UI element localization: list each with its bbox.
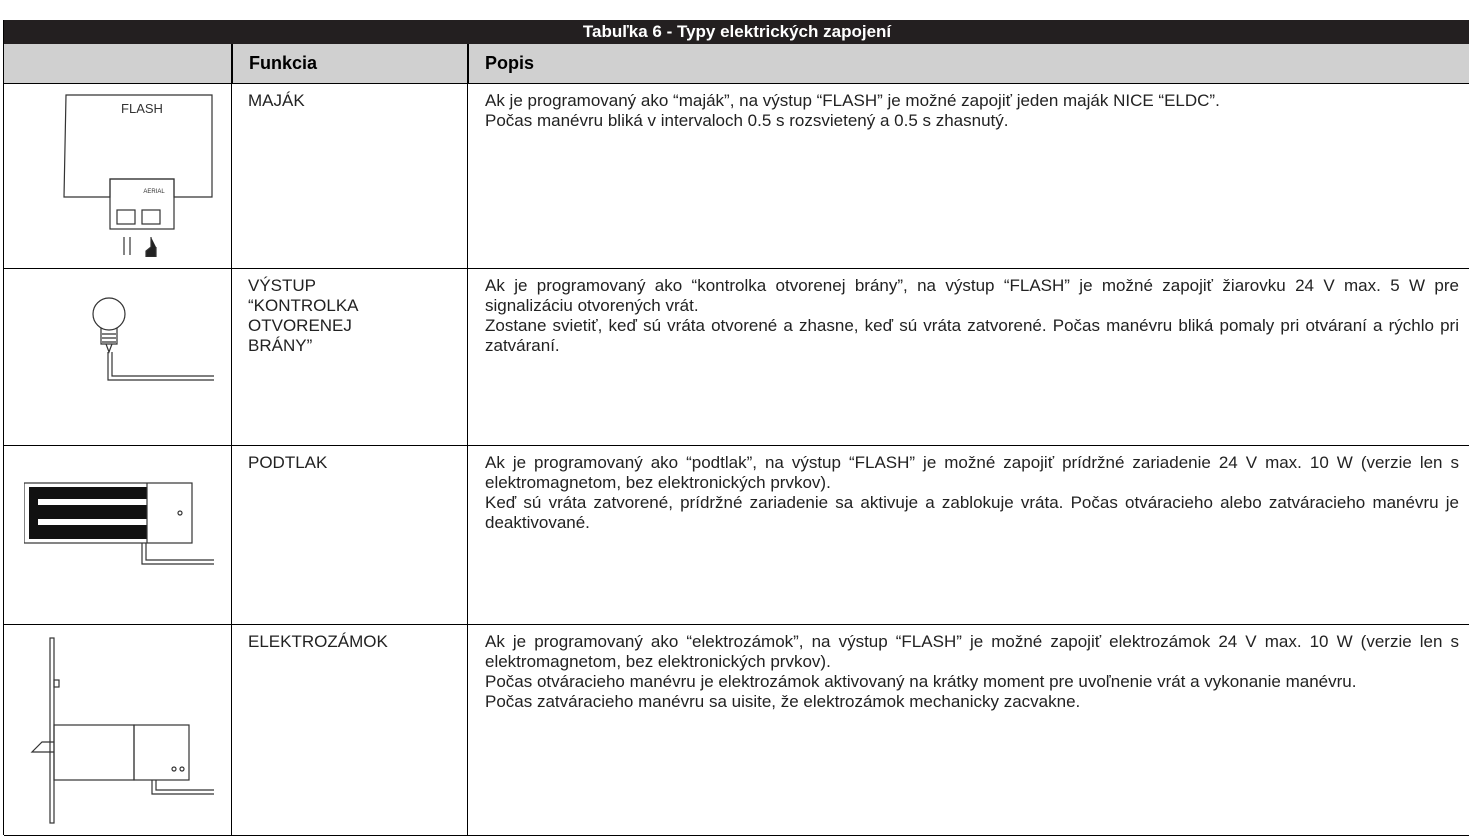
table-title: Tabuľka 6 - Typy elektrických zapojení: [4, 20, 1469, 44]
icon-bulb: [92, 297, 214, 381]
column-header: Popis: [467, 44, 1469, 83]
header-row: [4, 44, 1469, 84]
function-text: OTVORENEJ: [248, 316, 352, 335]
column-header: Funkcia: [231, 44, 467, 83]
description-text: Počas otváracieho manévru je elektrozámo…: [485, 672, 1357, 691]
table-row: VÝSTUP “KONTROLKA OTVORENEJ BRÁNY” Ak je pro…: [4, 268, 1469, 446]
column-divider: [467, 624, 468, 835]
description-cell: Ak je programovaný ako “kontrolka otvore…: [485, 276, 1459, 356]
column-divider: [467, 445, 468, 624]
description-text: Počas zatváracieho manévru sa uisite, že…: [485, 692, 1081, 711]
column-divider: [231, 624, 232, 835]
description-text: Ak je programovaný ako “kontrolka otvore…: [485, 276, 1459, 315]
function-cell: ELEKTROZÁMOK: [248, 632, 458, 652]
description-cell: Ak je programovaný ako “maják”, na výstu…: [485, 91, 1459, 131]
function-text: BRÁNY”: [248, 336, 313, 355]
column-divider: [231, 445, 232, 624]
icon-label: FLASH: [121, 101, 163, 116]
description-cell: Ak je programovaný ako “podtlak”, na výs…: [485, 453, 1459, 533]
column-divider: [467, 268, 468, 445]
table: Tabuľka 6 - Typy elektrických zapojení F…: [3, 20, 1469, 836]
function-text: “KONTROLKA: [248, 296, 359, 315]
column-divider: [231, 268, 232, 445]
function-cell: PODTLAK: [248, 453, 458, 473]
icon-cell: [24, 272, 214, 447]
icon-flash: FLASH AERIAL: [63, 94, 213, 258]
description-cell: Ak je programovaný ako “elektrozámok”, n…: [485, 632, 1459, 712]
icon-cell: [23, 449, 214, 624]
description-text: Zostane svietiť, keď sú vráta otvorené a…: [485, 316, 1459, 355]
function-text: MAJÁK: [248, 91, 305, 110]
column-divider: [467, 83, 468, 268]
icon-holder: [23, 482, 214, 565]
function-cell: VÝSTUP “KONTROLKA OTVORENEJ BRÁNY”: [248, 276, 458, 356]
description-text: Keď sú vráta zatvorené, prídržné zariade…: [485, 493, 1459, 532]
column-divider: [231, 83, 232, 268]
function-text: ELEKTROZÁMOK: [248, 632, 388, 651]
description-text: Počas manévru bliká v intervaloch 0.5 s …: [485, 111, 1009, 130]
function-text: PODTLAK: [248, 453, 328, 472]
description-text: Ak je programovaný ako “maják”, na výstu…: [485, 91, 1220, 110]
icon-cell: [24, 630, 214, 835]
table-row: PODTLAK Ak je programovaný ako “podtlak”,…: [4, 445, 1469, 625]
icon-cell: FLASH AERIAL: [24, 87, 214, 262]
function-text: VÝSTUP: [248, 276, 317, 295]
icon-lock: [30, 637, 214, 824]
table-row: ELEKTROZÁMOK Ak je programovaný ako “elek…: [4, 624, 1469, 836]
icon-label: AERIAL: [143, 189, 165, 195]
description-text: Ak je programovaný ako “elektrozámok”, n…: [485, 632, 1459, 671]
table-row: FLASH AERIAL MAJÁK Ak je programovaný ako…: [4, 83, 1469, 269]
description-text: Ak je programovaný ako “podtlak”, na výs…: [485, 453, 1459, 492]
function-cell: MAJÁK: [248, 91, 458, 111]
